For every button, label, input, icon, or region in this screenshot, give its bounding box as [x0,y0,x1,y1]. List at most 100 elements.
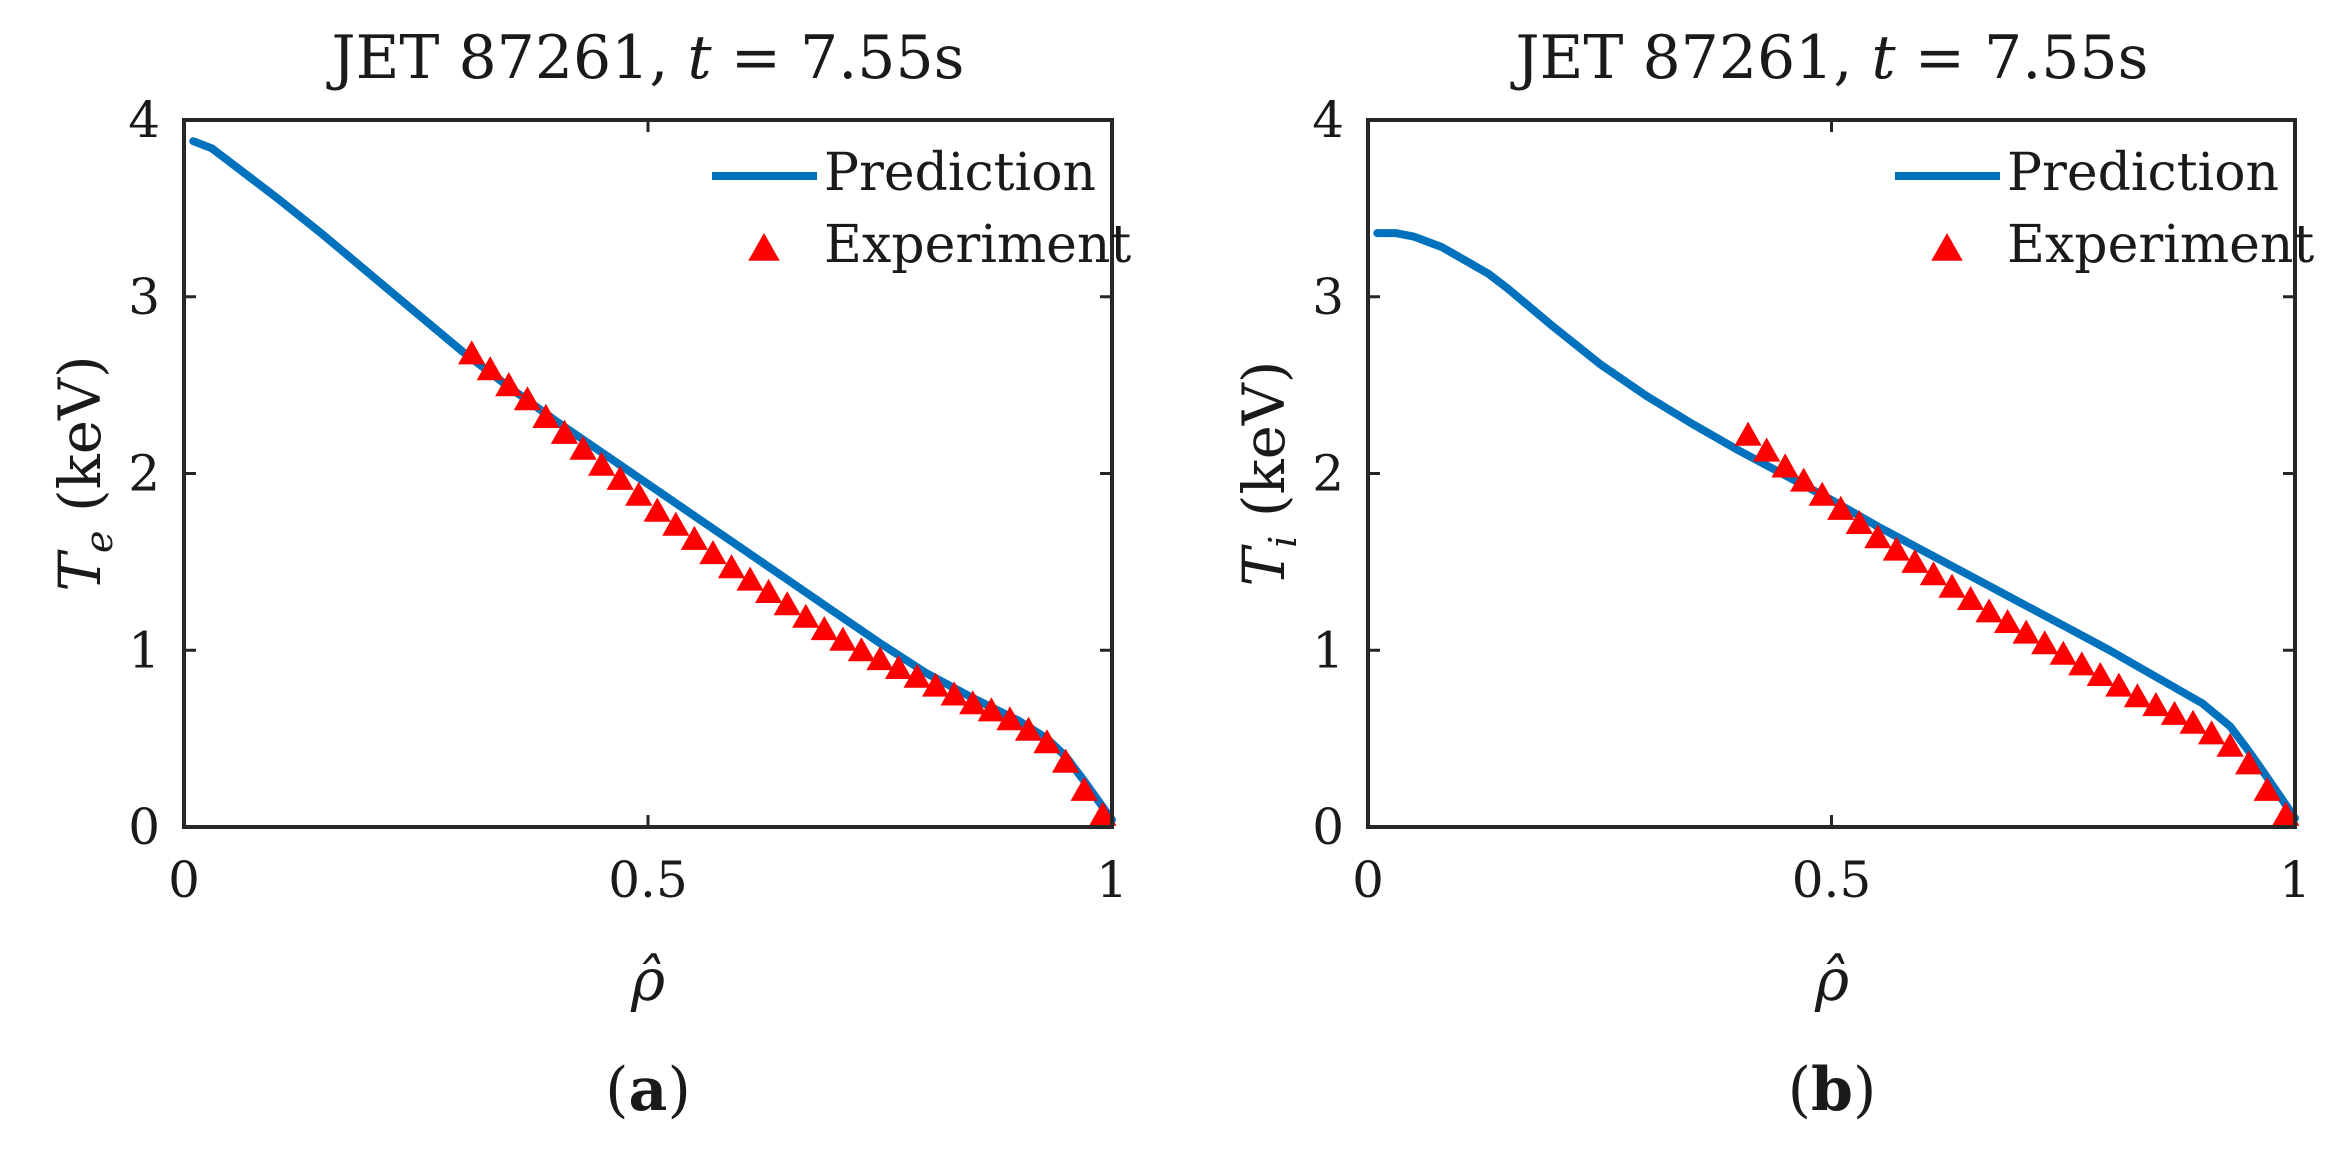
experiment-point [1051,748,1080,773]
experiment-point [792,603,820,628]
chart-panel-a: 0 1 2 3 4 0 0.5 1 Prediction Experiment JET 87261,… [46,23,1131,1014]
legend-marker-swatch [1931,233,1963,261]
experiment-point [884,654,913,679]
experiment-point [2160,700,2189,725]
experiment-point [922,672,950,697]
experiment-point [569,435,597,460]
legend: Prediction Experiment [712,143,1131,275]
experiment-point [847,637,876,662]
experiment-point [736,566,764,591]
legend: Prediction Experiment [1895,143,2314,275]
legend-label-experiment: Experiment [2007,215,2314,275]
legend-label-prediction: Prediction [2007,143,2279,203]
experiment-markers [458,340,1117,826]
experiment-point [1938,573,1966,598]
axes-box [1366,118,2297,829]
experiment-point [959,690,987,715]
experiment-point [810,616,838,641]
experiment-point [2235,750,2263,775]
y-axis-label: Ti (keV) [1230,361,1305,587]
experiment-point [1845,510,1873,534]
experiment-point [532,403,560,428]
experiment-point [2216,732,2244,757]
x-axis-label: ρ̂ [630,946,665,1014]
x-tick-label: 0 [168,851,200,909]
chart-panel-b: 0 1 2 3 4 0 0.5 1 Prediction Experiment JET 87261,… [1230,23,2314,1014]
experiment-point [2049,640,2077,665]
experiment-point [495,372,523,397]
experiment-point [1734,421,1762,446]
experiment-point [2272,801,2300,826]
legend-label-prediction: Prediction [824,143,1096,203]
experiment-point [1070,776,1098,801]
experiment-point [2179,709,2207,734]
experiment-point [1033,729,1061,754]
experiment-point [866,646,894,671]
experiment-point [458,340,486,365]
experiment-point [996,706,1024,731]
y-tick-label: 3 [128,268,160,326]
experiment-point [1808,481,1836,506]
panel-caption-b: (b) [1788,1055,1877,1125]
y-tick-label: 1 [128,621,160,679]
experiment-point [2123,683,2152,708]
experiment-point [2197,720,2226,745]
x-axis-label: ρ̂ [1814,946,1849,1014]
x-tick-label: 0.5 [608,851,688,909]
experiment-point [1089,801,1117,826]
y-tick-label: 1 [1312,621,1344,679]
experiment-point [2086,662,2114,686]
experiment-point [1827,495,1855,520]
experiment-point [1975,598,2003,623]
panel-caption-a: (a) [605,1055,691,1125]
y-tick-label: 4 [128,91,160,149]
experiment-point [1753,437,1781,462]
experiment-point [1901,548,1929,573]
x-tick-label: 0 [1352,851,1384,909]
experiment-point [2068,651,2096,676]
legend-label-experiment: Experiment [824,215,1131,275]
y-tick-label: 3 [1312,268,1344,326]
experiment-point [1956,586,1985,610]
axes-box [182,118,1114,829]
legend-marker-swatch [748,233,780,261]
experiment-point [550,419,579,444]
y-axis-label: Te (keV) [46,355,121,591]
experiment-point [1014,716,1043,741]
experiment-point [903,663,931,688]
experiment-point [940,681,968,706]
y-tick-label: 2 [128,445,160,503]
experiment-point [2105,672,2133,697]
prediction-line [1373,229,2299,823]
experiment-point [773,591,801,616]
experiment-point [588,451,616,476]
x-tick-label: 1 [2279,851,2311,909]
experiment-point [1790,467,1818,492]
y-tick-label: 0 [128,798,160,856]
prediction-line [189,137,1116,824]
experiment-point [977,697,1005,722]
y-tick-label: 2 [1312,445,1344,503]
experiment-point [476,356,504,381]
experiment-point [1864,524,1892,549]
experiment-point [1919,561,1948,586]
experiment-point [699,540,727,565]
experiment-point [643,497,671,522]
chart-title: JET 87261, t = 7.55s [326,23,965,93]
x-tick-label: 1 [1096,851,1128,909]
chart-title: JET 87261, t = 7.55s [1510,23,2149,93]
experiment-point [625,481,653,506]
y-tick-label: 4 [1312,91,1344,149]
experiment-markers [1734,421,2300,826]
experiment-point [606,465,634,490]
experiment-point [513,386,541,411]
experiment-point [2012,619,2040,644]
experiment-point [829,626,857,651]
y-tick-label: 0 [1312,798,1344,856]
x-tick-label: 0.5 [1792,851,1872,909]
experiment-point [680,525,709,550]
experiment-point [662,511,690,536]
experiment-point [1994,609,2022,633]
experiment-point [2031,630,2059,655]
